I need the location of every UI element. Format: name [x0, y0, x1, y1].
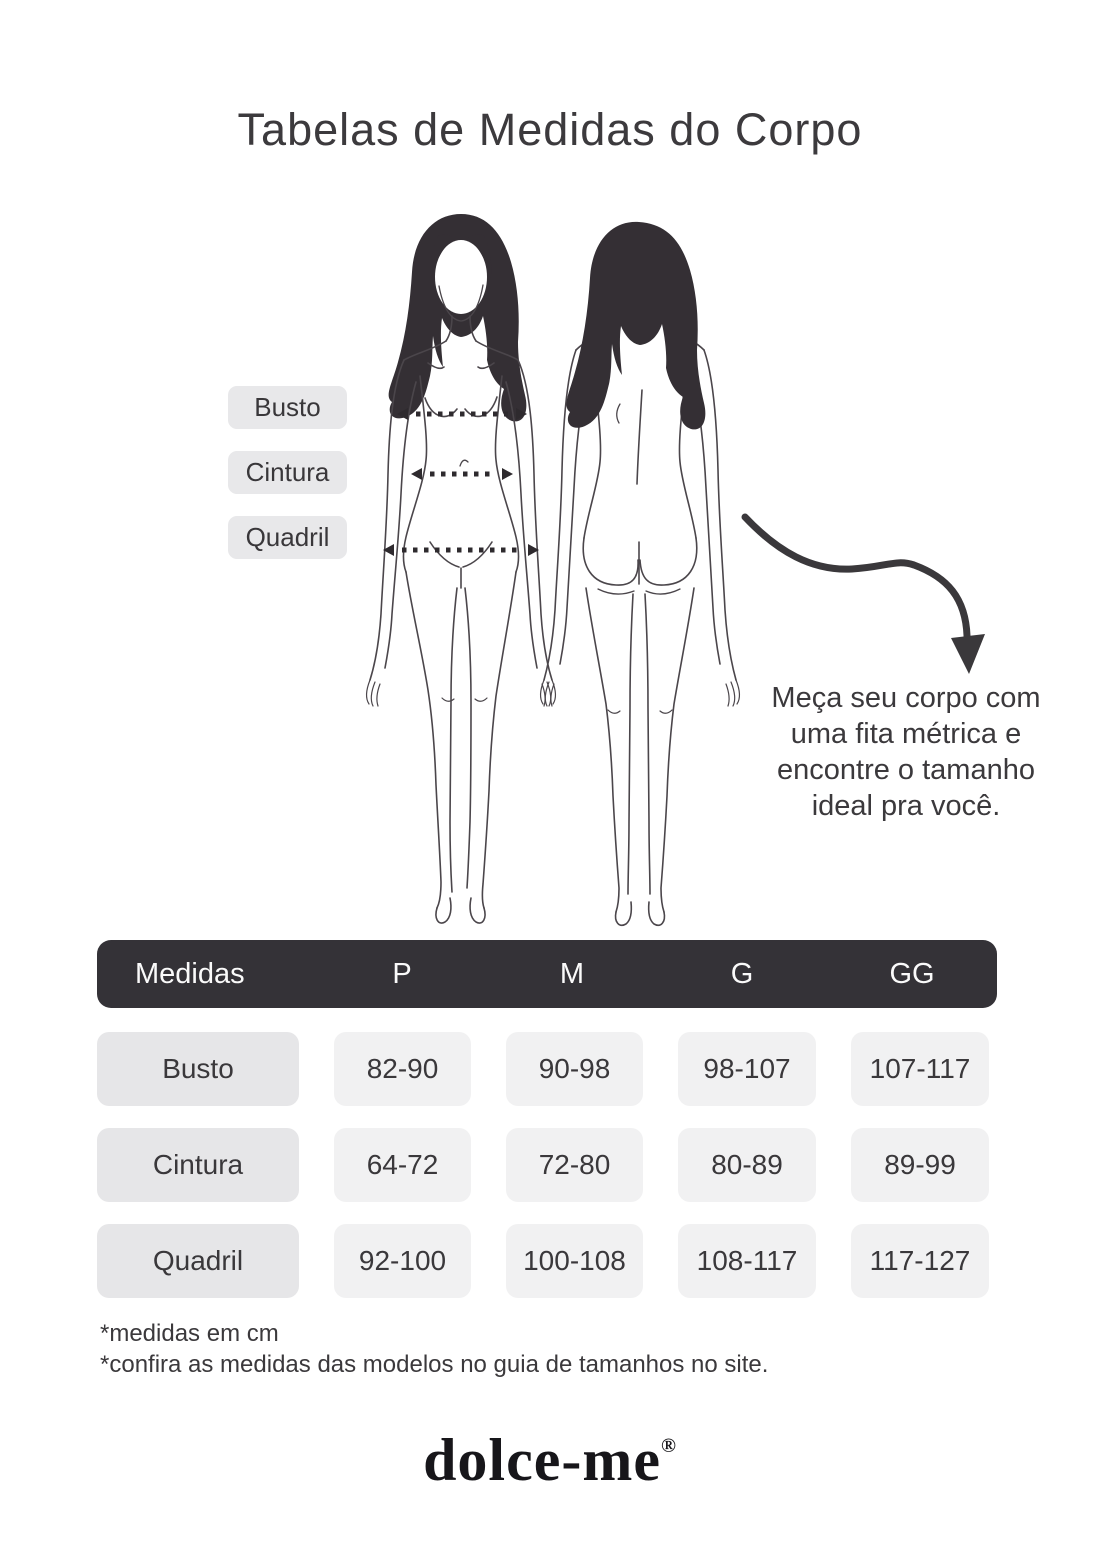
page-title: Tabelas de Medidas do Corpo	[237, 104, 863, 155]
header-cell-p: P	[392, 957, 412, 990]
body-figure-illustration	[365, 214, 985, 927]
value-cintura-p: 64-72	[334, 1128, 471, 1202]
hair-front	[388, 214, 527, 422]
size-table-rows: Busto 82-90 90-98 98-107 107-117 Cintura…	[97, 1032, 997, 1298]
header-cell-gg: GG	[889, 957, 935, 990]
curved-arrow-icon	[741, 513, 985, 674]
value-busto-gg: 107-117	[851, 1032, 989, 1106]
measure-label-quadril: Quadril	[228, 516, 347, 559]
header-cell-g: G	[730, 957, 754, 990]
face	[435, 240, 487, 314]
row-label: Cintura	[97, 1128, 299, 1202]
table-row-busto: Busto 82-90 90-98 98-107 107-117	[97, 1032, 997, 1106]
brand-logo: dolce-me®	[423, 1427, 677, 1493]
value-cintura-g: 80-89	[678, 1128, 816, 1202]
footnote-site: *confira as medidas das modelos no guia …	[100, 1351, 769, 1378]
header-cell-m: M	[559, 957, 585, 990]
size-table: Medidas P M G GG Busto 82-90 90-98 98-10…	[97, 940, 997, 1298]
value-cintura-gg: 89-99	[851, 1128, 989, 1202]
value-busto-m: 90-98	[506, 1032, 643, 1106]
value-quadril-g: 108-117	[678, 1224, 816, 1298]
row-label: Quadril	[97, 1224, 299, 1298]
registered-mark: ®	[660, 1435, 677, 1457]
measure-label-busto: Busto	[228, 386, 347, 429]
hair-back	[566, 221, 706, 430]
value-quadril-gg: 117-127	[851, 1224, 989, 1298]
size-table-header: Medidas P M G GG	[97, 940, 997, 1008]
measure-instruction-text: Meça seu corpo com uma fita métrica e en…	[771, 682, 1041, 822]
front-figure	[365, 214, 557, 924]
footnote-units: *medidas em cm	[100, 1320, 279, 1347]
value-quadril-p: 92-100	[334, 1224, 471, 1298]
value-cintura-m: 72-80	[506, 1128, 643, 1202]
table-row-quadril: Quadril 92-100 100-108 108-117 117-127	[97, 1224, 997, 1298]
header-cell-medidas: Medidas	[135, 957, 245, 990]
value-quadril-m: 100-108	[506, 1224, 643, 1298]
value-busto-p: 82-90	[334, 1032, 471, 1106]
footnotes: *medidas em cm *confira as medidas das m…	[100, 1318, 768, 1380]
value-busto-g: 98-107	[678, 1032, 816, 1106]
table-row-cintura: Cintura 64-72 72-80 80-89 89-99	[97, 1128, 997, 1202]
measure-label-cintura: Cintura	[228, 451, 347, 494]
back-figure	[539, 221, 741, 927]
row-label: Busto	[97, 1032, 299, 1106]
